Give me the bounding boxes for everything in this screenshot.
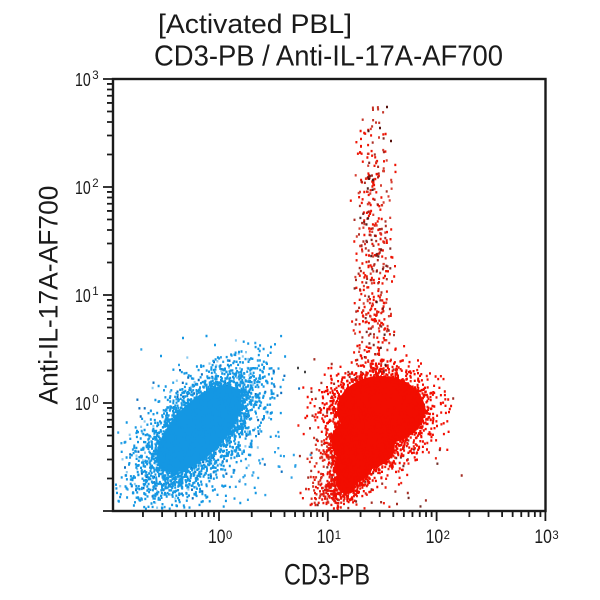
- svg-text:2: 2: [92, 178, 98, 190]
- svg-text:10: 10: [426, 527, 444, 548]
- svg-text:10: 10: [534, 527, 552, 548]
- svg-text:10: 10: [75, 178, 91, 198]
- svg-text:1: 1: [335, 528, 342, 542]
- svg-text:0: 0: [226, 528, 233, 542]
- svg-text:Anti-IL-17A-AF700: Anti-IL-17A-AF700: [34, 186, 64, 405]
- svg-text:10: 10: [75, 70, 91, 90]
- svg-text:CD3-PB: CD3-PB: [284, 559, 370, 592]
- svg-text:10: 10: [75, 394, 91, 414]
- svg-text:CD3-PB / Anti-IL-17A-AF700: CD3-PB / Anti-IL-17A-AF700: [154, 41, 503, 73]
- svg-text:3: 3: [92, 70, 98, 82]
- svg-text:2: 2: [444, 528, 451, 542]
- svg-text:10: 10: [208, 527, 226, 548]
- svg-text:3: 3: [552, 528, 559, 542]
- svg-text:0: 0: [92, 394, 98, 406]
- svg-text:10: 10: [75, 286, 91, 306]
- svg-text:[Activated PBL]: [Activated PBL]: [158, 9, 352, 39]
- svg-text:1: 1: [92, 286, 98, 298]
- svg-text:10: 10: [317, 527, 335, 548]
